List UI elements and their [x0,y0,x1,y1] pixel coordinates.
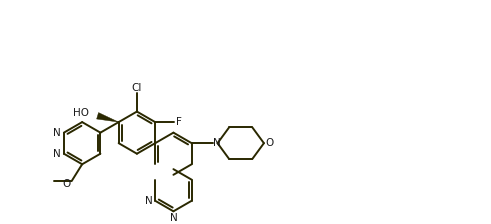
Text: N: N [144,196,152,206]
Text: F: F [176,117,182,127]
Polygon shape [97,113,119,122]
Text: Cl: Cl [132,83,142,93]
Text: N: N [213,138,220,148]
Text: N: N [54,149,61,159]
Text: HO: HO [73,108,89,118]
Text: N: N [54,128,61,138]
Text: O: O [266,138,274,148]
Text: O: O [63,179,71,189]
Text: N: N [169,213,177,223]
